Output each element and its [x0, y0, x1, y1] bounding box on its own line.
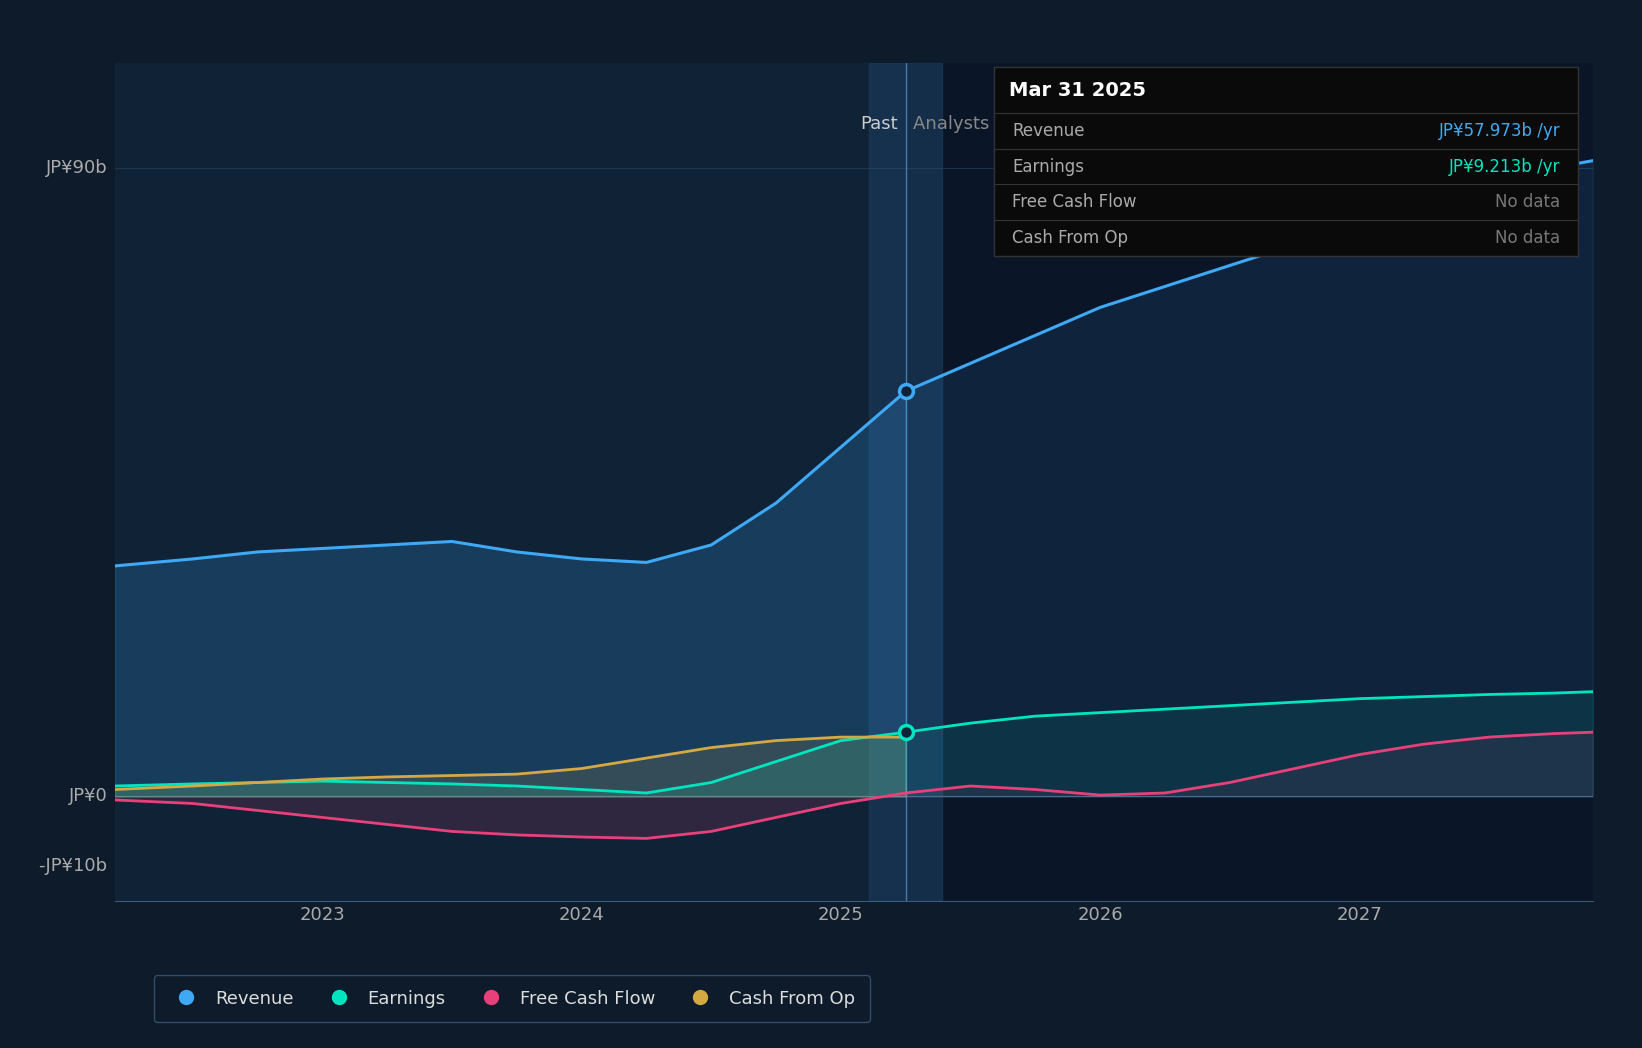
Text: Free Cash Flow: Free Cash Flow: [1011, 193, 1136, 212]
Text: JP¥90b: JP¥90b: [46, 158, 108, 177]
Text: Past: Past: [860, 114, 898, 133]
Text: JP¥0: JP¥0: [69, 787, 108, 806]
Text: Revenue: Revenue: [1011, 122, 1084, 140]
Text: Analysts Forecasts: Analysts Forecasts: [913, 114, 1080, 133]
Text: JP¥57.973b /yr: JP¥57.973b /yr: [1438, 122, 1560, 140]
Bar: [906, 63, 1593, 901]
Text: No data: No data: [1496, 193, 1560, 212]
Text: JP¥9.213b /yr: JP¥9.213b /yr: [1448, 157, 1560, 176]
Text: Earnings: Earnings: [1011, 157, 1084, 176]
Legend: Revenue, Earnings, Free Cash Flow, Cash From Op: Revenue, Earnings, Free Cash Flow, Cash …: [153, 976, 870, 1022]
Text: Cash From Op: Cash From Op: [1011, 228, 1128, 247]
Bar: [869, 63, 943, 901]
Text: No data: No data: [1496, 228, 1560, 247]
FancyBboxPatch shape: [995, 67, 1578, 256]
Bar: [115, 63, 906, 901]
Text: -JP¥10b: -JP¥10b: [38, 857, 108, 875]
Text: Mar 31 2025: Mar 31 2025: [1008, 81, 1146, 100]
